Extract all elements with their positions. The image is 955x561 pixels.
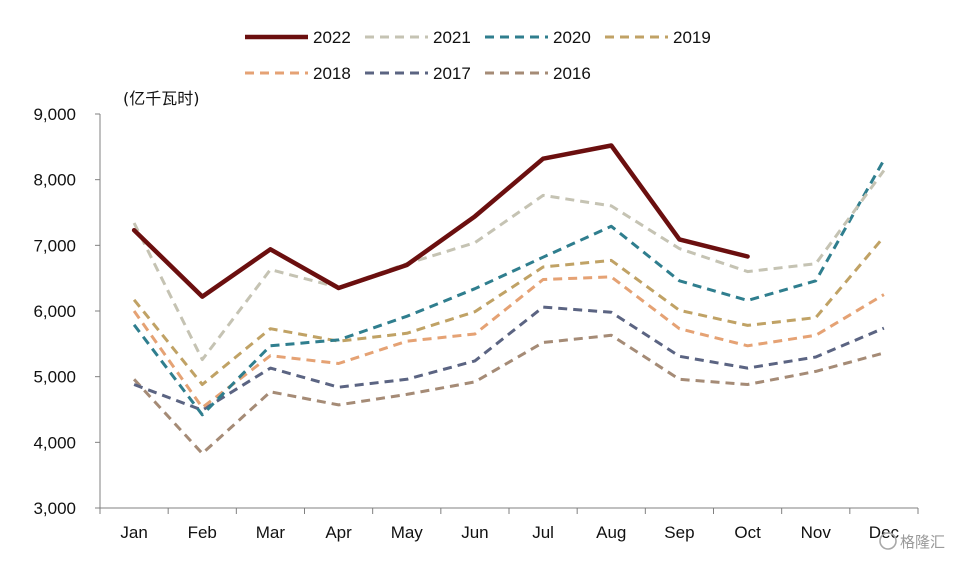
- legend-label-2021: 2021: [433, 28, 471, 47]
- legend: 2022 2021 2020 2019 2018 2017 2016: [245, 28, 711, 83]
- y-tick-label: 6,000: [33, 302, 76, 321]
- series-line-2017: [133, 305, 885, 412]
- x-tick-label: Jul: [532, 523, 554, 542]
- axes: 3,000 4,000 5,000 6,000 7,000 8,000 9,000 Jan Fe…: [33, 105, 919, 542]
- x-tick-label: Nov: [801, 523, 832, 542]
- x-tick-label: Sep: [664, 523, 694, 542]
- y-tick-label: 7,000: [33, 236, 76, 255]
- x-tick-label: Dec: [869, 523, 900, 542]
- series-line-2019: [132, 235, 886, 386]
- x-tick-label: Feb: [188, 523, 217, 542]
- y-axis-unit-label: (亿千瓦时): [123, 89, 200, 108]
- series-lines: [131, 143, 886, 455]
- watermark-logo-icon: [879, 532, 897, 550]
- series-line-2016: [132, 333, 885, 455]
- series-line-2018: [132, 275, 885, 409]
- series-line-2022: [131, 143, 750, 299]
- x-tick-label: Apr: [325, 523, 352, 542]
- x-tick-label: Jan: [120, 523, 147, 542]
- legend-label-2022: 2022: [313, 28, 351, 47]
- y-tick-label: 4,000: [33, 433, 76, 452]
- x-tick-label: Jun: [461, 523, 488, 542]
- watermark: 格隆汇: [879, 532, 945, 551]
- y-tick-label: 5,000: [33, 368, 76, 387]
- legend-label-2018: 2018: [313, 64, 351, 83]
- legend-label-2019: 2019: [673, 28, 711, 47]
- y-tick-label: 8,000: [33, 171, 76, 190]
- x-tick-label: Oct: [734, 523, 761, 542]
- legend-label-2020: 2020: [553, 28, 591, 47]
- y-tick-label: 3,000: [33, 499, 76, 518]
- x-tick-label: Aug: [596, 523, 626, 542]
- y-tick-label: 9,000: [33, 105, 76, 124]
- watermark-text: 格隆汇: [900, 533, 945, 551]
- series-line-2020: [132, 159, 886, 417]
- legend-label-2017: 2017: [433, 64, 471, 83]
- series-line-2021: [132, 169, 886, 362]
- x-tick-label: May: [391, 523, 424, 542]
- x-tick-label: Mar: [256, 523, 286, 542]
- legend-label-2016: 2016: [553, 64, 591, 83]
